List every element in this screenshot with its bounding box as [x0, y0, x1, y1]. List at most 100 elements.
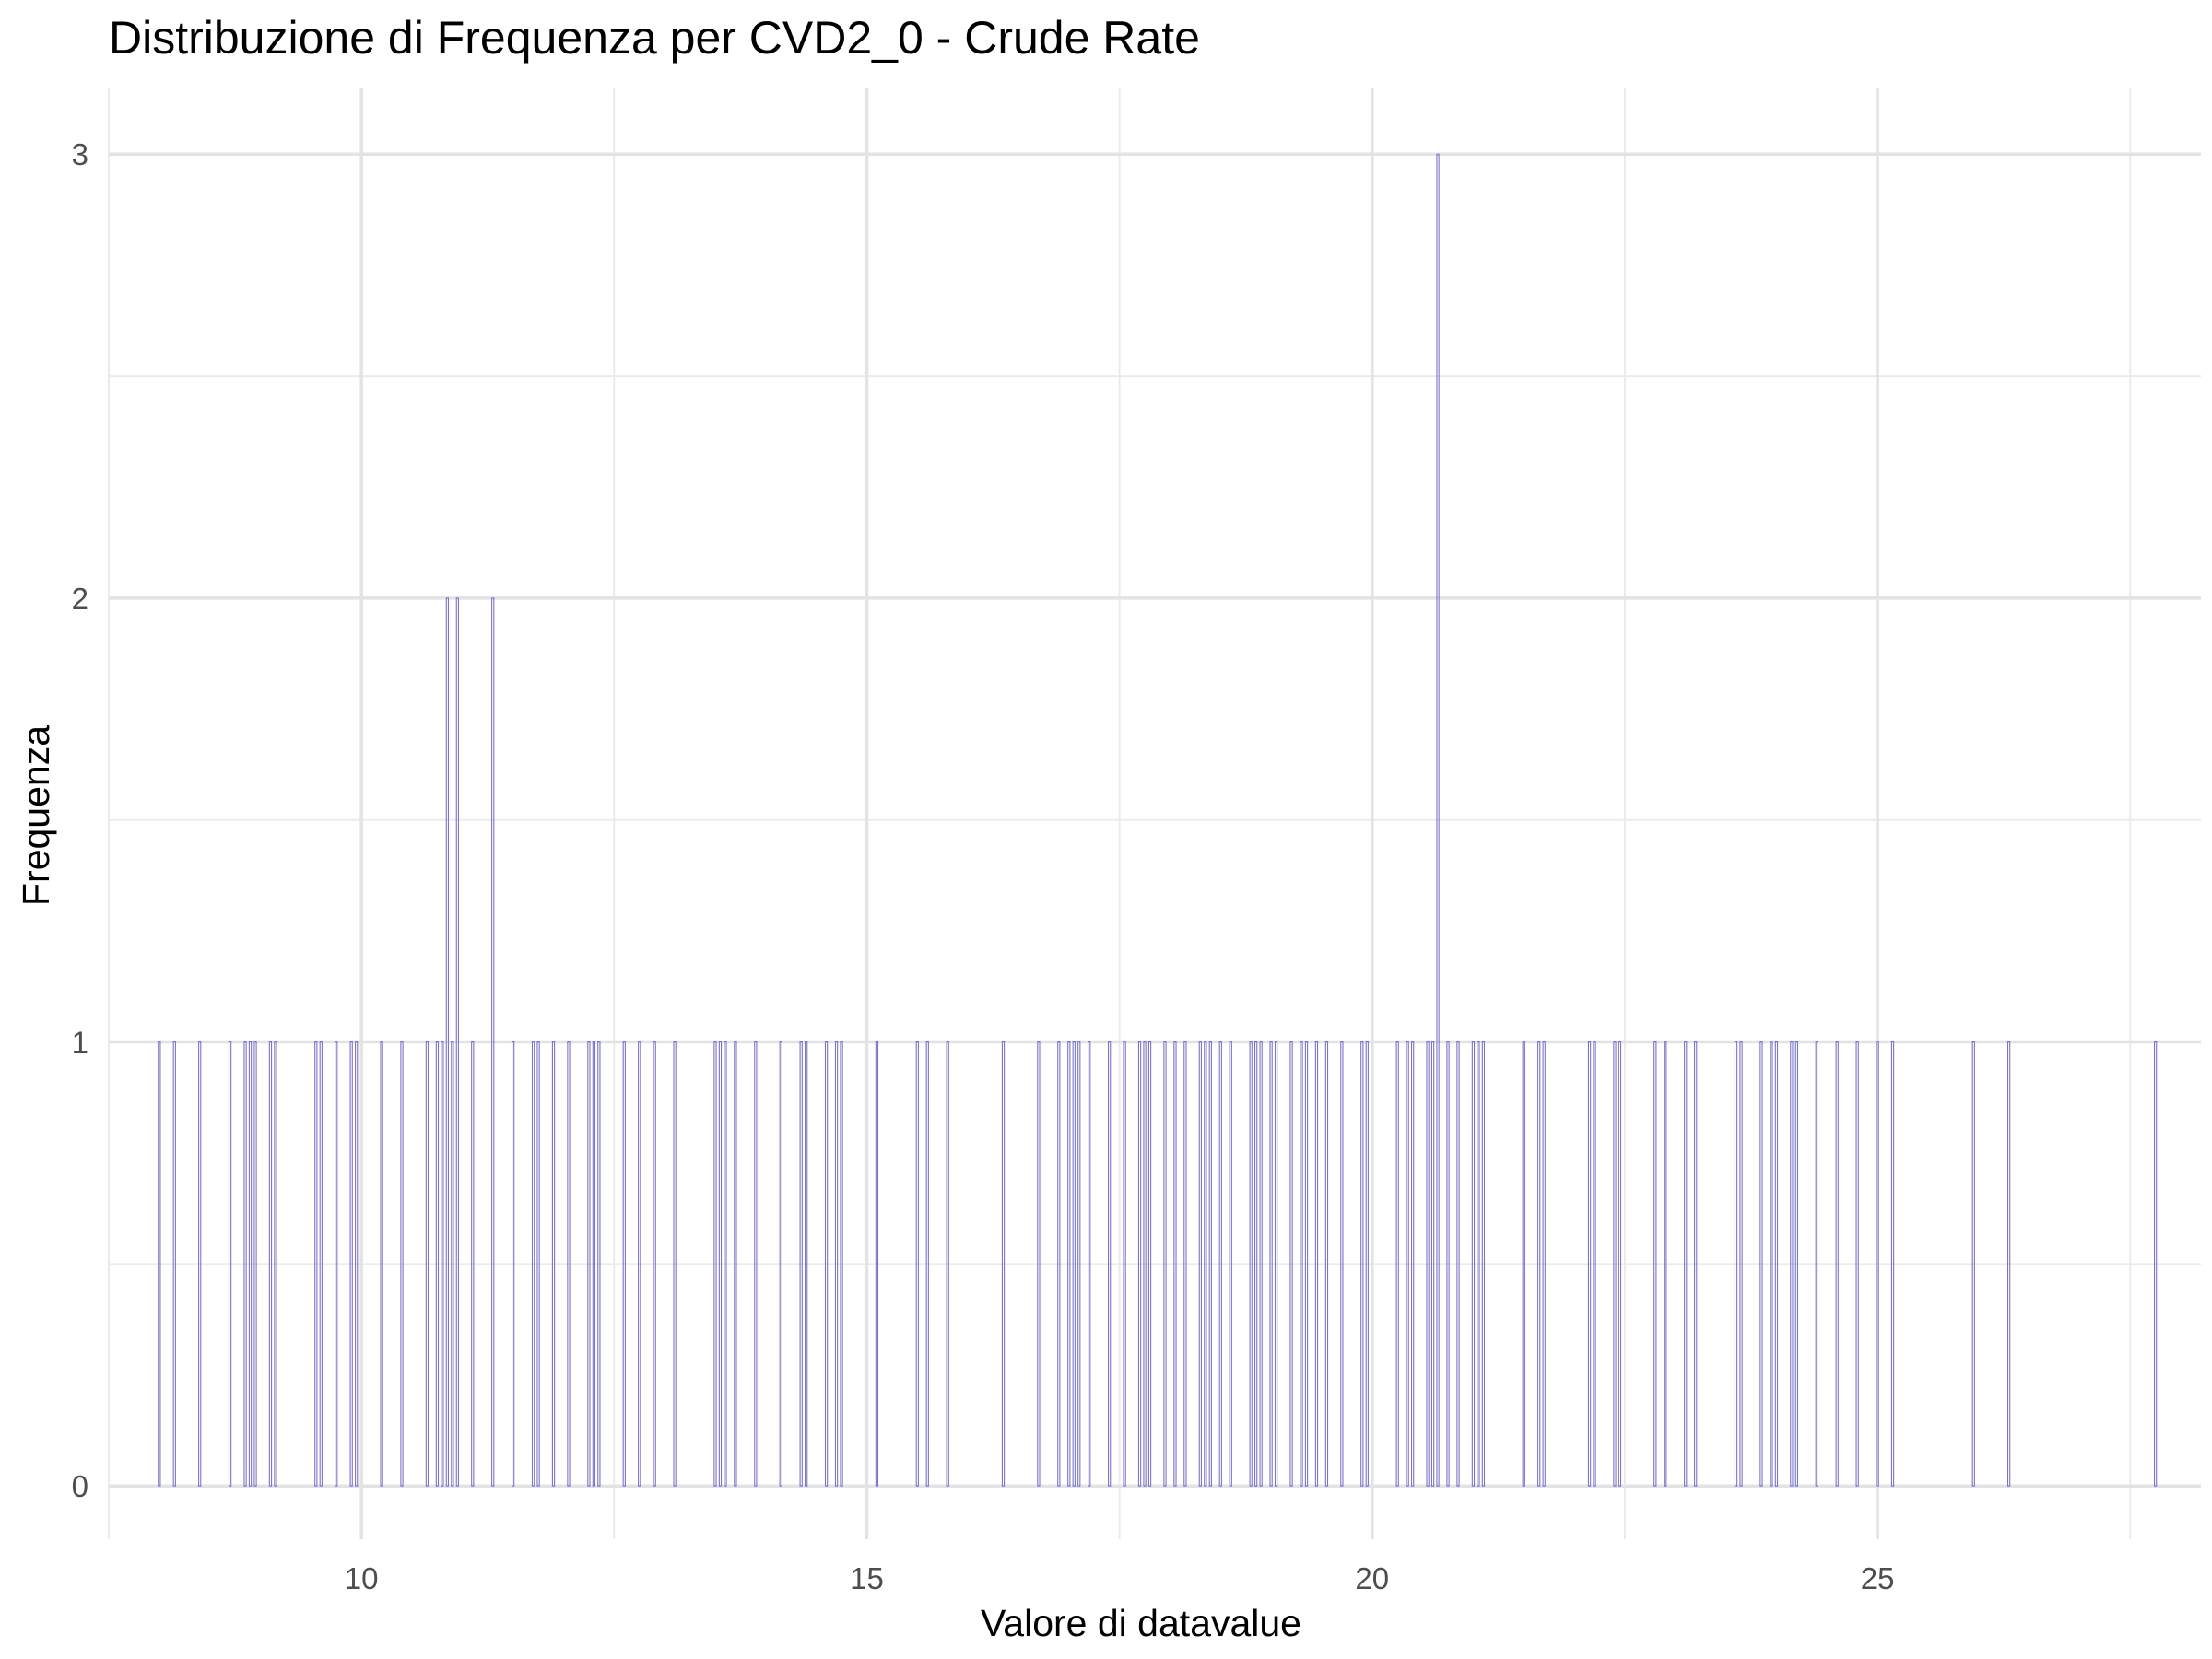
- histogram-bar: [1198, 1041, 1202, 1487]
- histogram-bar: [653, 1041, 656, 1487]
- histogram-bar: [314, 1041, 318, 1487]
- histogram-bar: [512, 1041, 515, 1487]
- histogram-bar: [724, 1041, 727, 1487]
- x-tick-label: 10: [345, 1561, 379, 1595]
- histogram-bar: [1137, 1041, 1142, 1487]
- histogram-bar: [551, 1041, 556, 1487]
- histogram-bar: [1057, 1041, 1061, 1487]
- histogram-bar: [1477, 1041, 1480, 1487]
- x-axis-title: Valore di datavalue: [981, 1602, 1301, 1644]
- x-axis-tick-labels: 10 15 20 25: [345, 1561, 1895, 1595]
- x-tick-label: 20: [1355, 1561, 1389, 1595]
- histogram-bar: [1304, 1041, 1309, 1487]
- histogram-bar: [158, 1041, 161, 1487]
- histogram-bar: [1613, 1041, 1617, 1487]
- histogram-bar: [1067, 1041, 1071, 1487]
- histogram-bar: [1430, 1041, 1435, 1487]
- histogram-bar: [274, 1041, 277, 1487]
- histogram-bar: [1770, 1041, 1773, 1487]
- histogram-bar: [319, 1041, 323, 1487]
- histogram-bar: [1835, 1041, 1839, 1487]
- histogram-bar: [925, 1041, 929, 1487]
- histogram-bar: [946, 1041, 949, 1487]
- histogram-bar: [471, 1041, 475, 1487]
- histogram-bar: [1163, 1041, 1167, 1487]
- histogram-bar: [1876, 1041, 1879, 1487]
- histogram-bar: [1794, 1041, 1798, 1487]
- histogram-bar: [248, 1041, 253, 1487]
- y-tick-label: 3: [72, 137, 88, 171]
- histogram-bar: [441, 1041, 444, 1487]
- histogram-bar: [1664, 1041, 1667, 1487]
- histogram-bar: [1249, 1041, 1253, 1487]
- histogram-bar: [1890, 1041, 1895, 1487]
- histogram-bar: [1147, 1041, 1152, 1487]
- histogram-bar: [1204, 1041, 1207, 1487]
- x-tick-label: 25: [1861, 1561, 1895, 1595]
- x-tick-label: 15: [850, 1561, 884, 1595]
- histogram-bar: [1395, 1041, 1399, 1487]
- histogram-bar: [1208, 1041, 1212, 1487]
- histogram-bar: [445, 597, 450, 1487]
- histogram-bar: [713, 1041, 717, 1487]
- histogram-bar: [622, 1041, 626, 1487]
- histogram-bar: [1446, 1041, 1450, 1487]
- histogram-bar: [805, 1041, 808, 1487]
- histogram-bar: [1774, 1041, 1779, 1487]
- histogram-bar: [1001, 1041, 1006, 1487]
- histogram-bar: [243, 1041, 247, 1487]
- histogram-bar: [1289, 1041, 1293, 1487]
- histogram-bar: [1088, 1041, 1091, 1487]
- histogram-bar: [754, 1041, 758, 1487]
- histogram-bar: [875, 1041, 879, 1487]
- histogram-bar: [172, 1041, 176, 1487]
- histogram-bar: [840, 1041, 843, 1487]
- minor-gridlines: [108, 88, 2201, 1539]
- histogram-bar: [1108, 1041, 1112, 1487]
- histogram-bar: [567, 1041, 571, 1487]
- histogram-bar: [531, 1041, 535, 1487]
- histogram-bar: [1471, 1041, 1476, 1487]
- histogram-bar: [1971, 1041, 1975, 1487]
- histogram-bar: [355, 1041, 359, 1487]
- histogram-bar: [253, 1041, 257, 1487]
- histogram-bar: [734, 1041, 737, 1487]
- histogram-bar: [349, 1041, 353, 1487]
- histogram-bar: [1653, 1041, 1657, 1487]
- y-axis-tick-labels: 0 1 2 3: [72, 137, 88, 1503]
- histogram-bar: [1314, 1041, 1319, 1487]
- histogram-bar: [1123, 1041, 1126, 1487]
- histogram-bar: [1259, 1041, 1263, 1487]
- histogram-bar: [380, 1041, 383, 1487]
- histogram-bar: [1340, 1041, 1344, 1487]
- histogram-bar: [1077, 1041, 1081, 1487]
- histogram-bar: [425, 1041, 429, 1487]
- y-tick-label: 1: [72, 1026, 88, 1060]
- histogram-bar: [2154, 1041, 2158, 1487]
- histogram-bar: [824, 1041, 829, 1487]
- histogram-bar: [1143, 1041, 1147, 1487]
- histogram-bar: [597, 1041, 601, 1487]
- histogram-bar: [1426, 1041, 1430, 1487]
- histogram-bar: [1734, 1041, 1738, 1487]
- histogram-bar: [1274, 1041, 1278, 1487]
- histogram-bar: [1759, 1041, 1763, 1487]
- histogram-bar: [1406, 1041, 1409, 1487]
- histogram-bar: [1456, 1041, 1460, 1487]
- histogram-bar: [638, 1041, 641, 1487]
- histogram-bar: [1593, 1041, 1596, 1487]
- histogram-bar: [799, 1041, 803, 1487]
- histogram-bar: [587, 1041, 591, 1487]
- chart-title: Distribuzione di Frequenza per CVD2_0 - …: [109, 12, 1200, 64]
- histogram-bar: [1218, 1041, 1222, 1487]
- histogram-bar: [536, 1041, 540, 1487]
- histogram-bar: [1790, 1041, 1794, 1487]
- histogram-bar: [673, 1041, 677, 1487]
- histogram-bar: [1173, 1041, 1177, 1487]
- histogram-bar: [1300, 1041, 1303, 1487]
- histogram-bar: [779, 1041, 782, 1487]
- histogram-bar: [400, 1041, 404, 1487]
- y-tick-label: 0: [72, 1469, 88, 1503]
- histogram-bar: [1410, 1041, 1415, 1487]
